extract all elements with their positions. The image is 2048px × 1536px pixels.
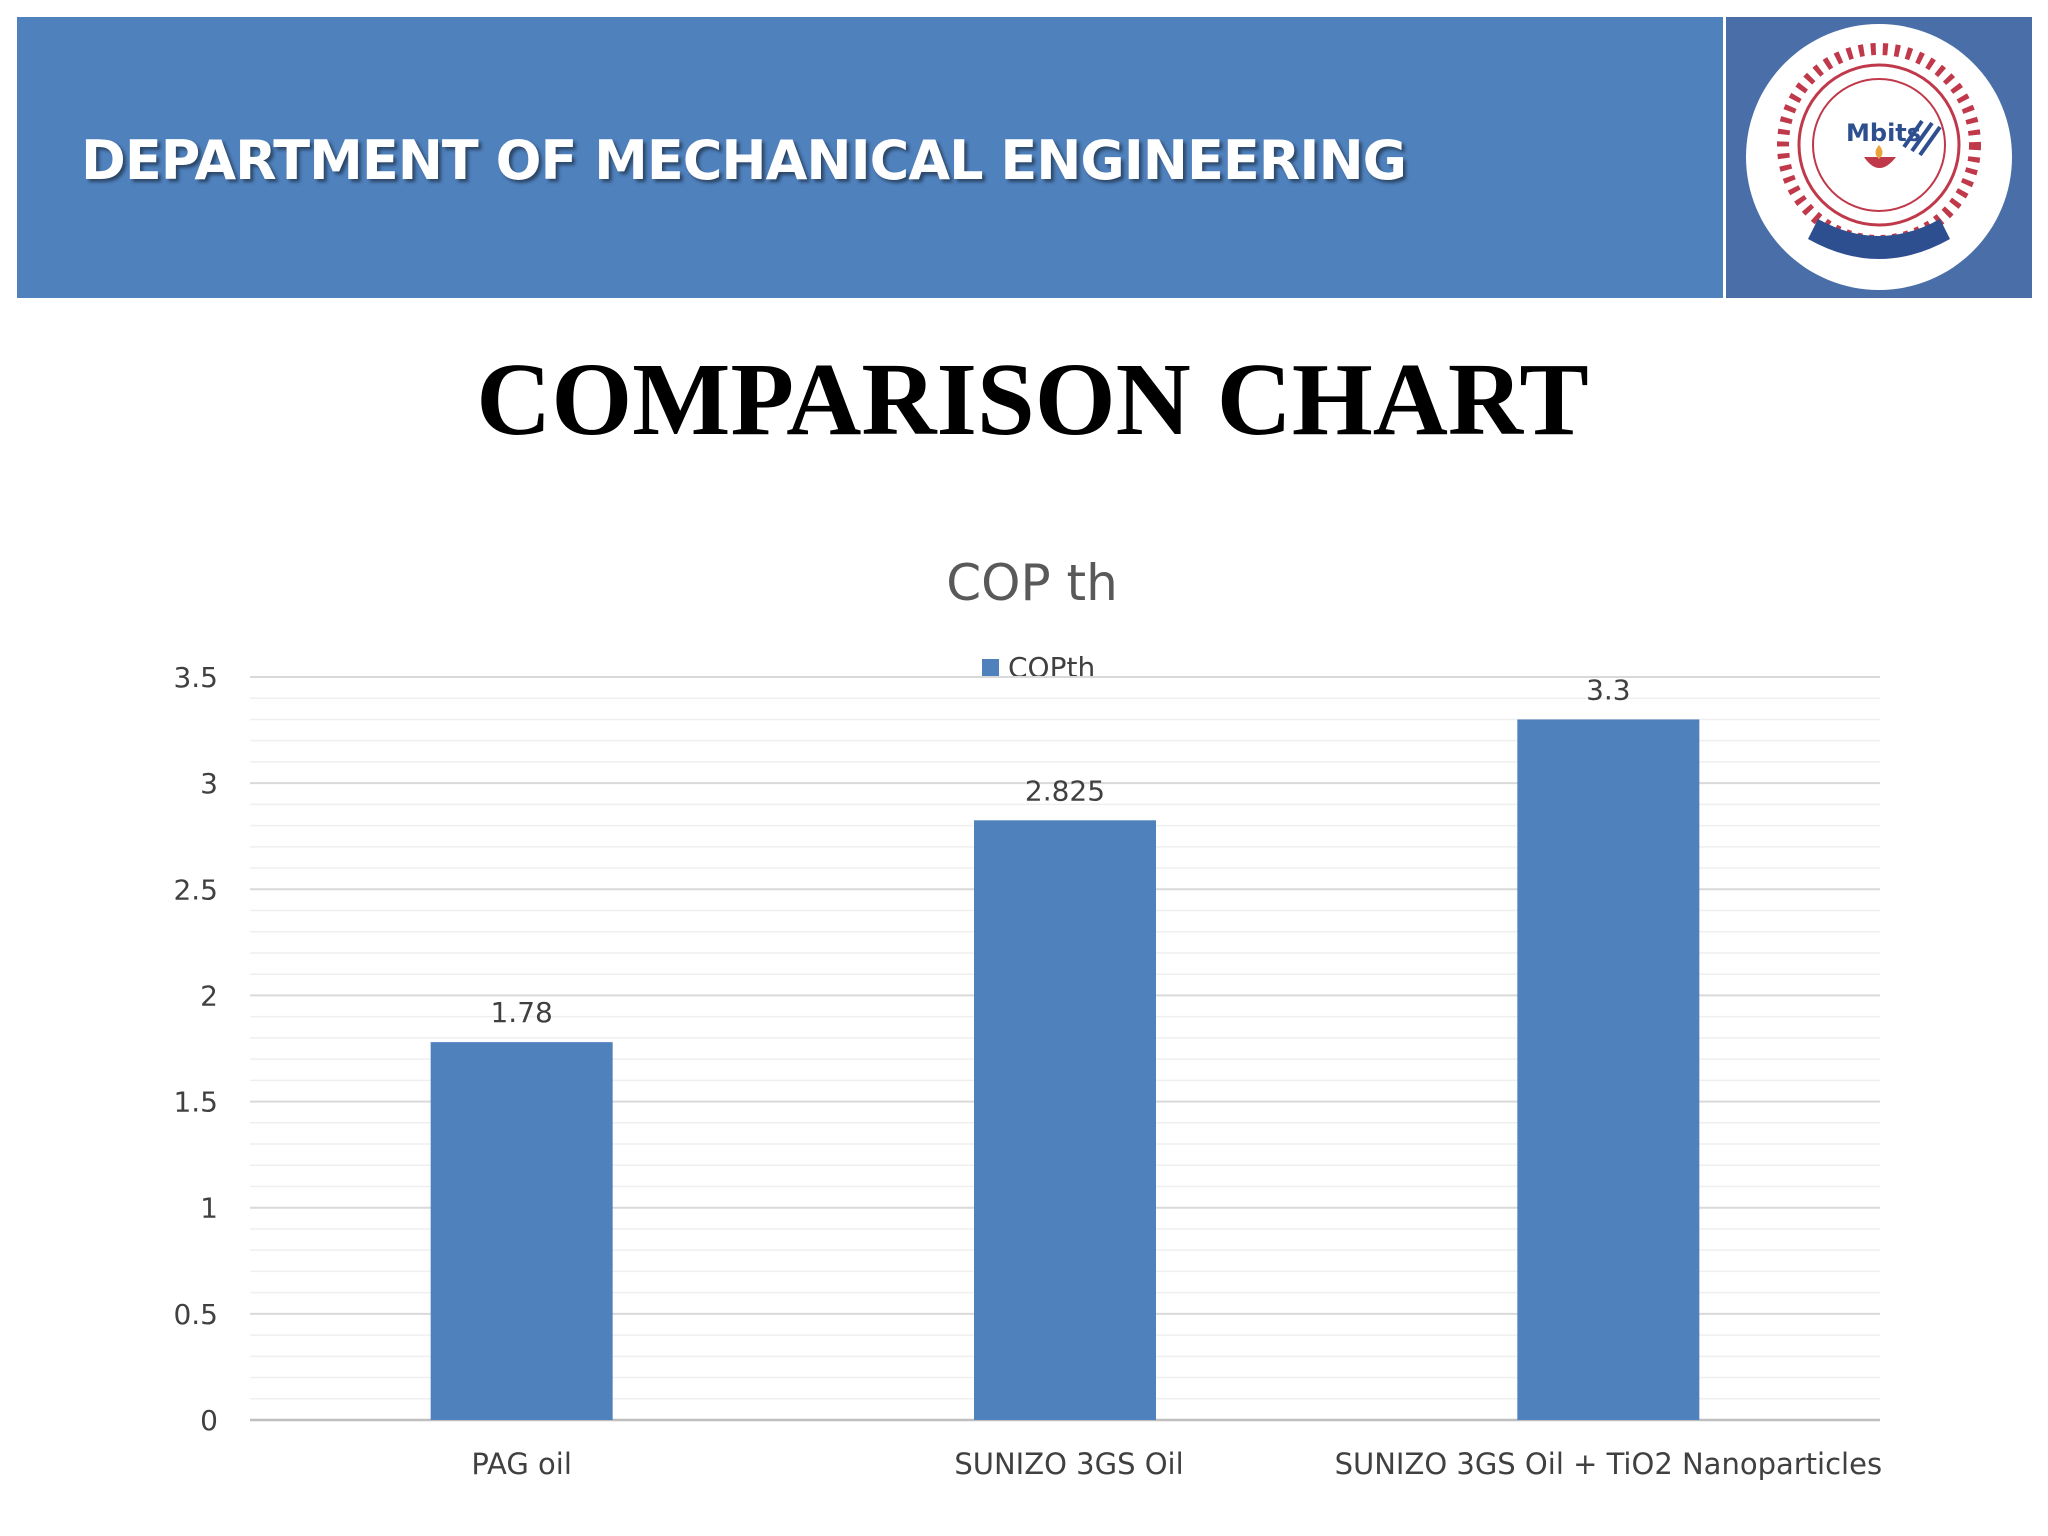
- svg-text:Mbits: Mbits: [1846, 119, 1921, 147]
- bar: [974, 820, 1156, 1420]
- department-title: DEPARTMENT OF MECHANICAL ENGINEERING: [81, 129, 1407, 192]
- y-tick-label: 3: [200, 767, 218, 800]
- y-tick-label: 2: [200, 979, 218, 1012]
- chart-title: COP th: [946, 554, 1118, 612]
- header-banner: DEPARTMENT OF MECHANICAL ENGINEERING: [17, 17, 1723, 298]
- slide-title: COMPARISON CHART: [476, 342, 1589, 457]
- bar-chart: COP th COPth 0 0.5 1 1.5 2 2.5 3 3.5 1.78 PAG oil 2.…: [173, 554, 1882, 1481]
- category-label: SUNIZO 3GS Oil + TiO2 Nanoparticles: [1335, 1447, 1882, 1481]
- legend-swatch: [982, 659, 999, 676]
- category-label: PAG oil: [471, 1447, 572, 1481]
- college-logo: Mbits: [1726, 17, 2032, 298]
- y-tick-label: 1.5: [173, 1086, 218, 1119]
- legend-label: COPth: [1008, 651, 1095, 684]
- bar: [430, 1042, 613, 1420]
- data-label: 1.78: [490, 996, 552, 1029]
- data-label: 2.825: [1025, 774, 1105, 807]
- y-tick-label: 3.5: [173, 661, 218, 694]
- bar: [1517, 719, 1700, 1420]
- y-tick-label: 0.5: [173, 1298, 218, 1331]
- y-tick-label: 1: [200, 1192, 218, 1225]
- category-label: SUNIZO 3GS Oil: [954, 1447, 1183, 1481]
- y-tick-label: 0: [200, 1404, 218, 1437]
- y-tick-label: 2.5: [173, 873, 218, 906]
- data-label: 3.3: [1586, 673, 1631, 706]
